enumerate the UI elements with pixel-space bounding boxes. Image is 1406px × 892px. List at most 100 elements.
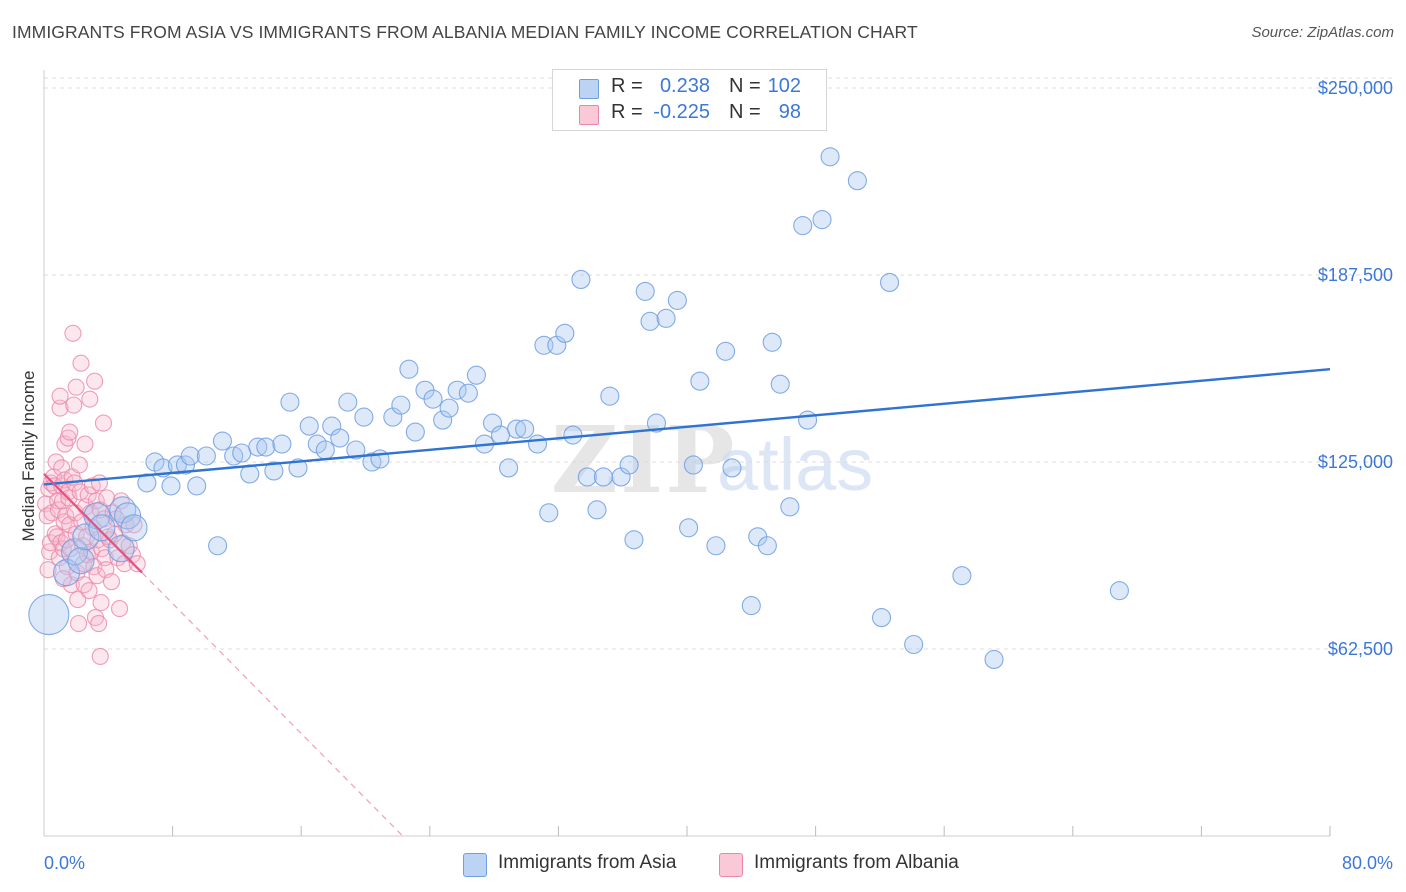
asia-point <box>679 518 699 538</box>
asia-point <box>593 467 613 487</box>
watermark-atlas: atlas <box>717 423 873 506</box>
asia-point <box>563 425 583 445</box>
n-label: N = <box>729 75 761 97</box>
albania-point <box>111 600 129 618</box>
asia-point <box>120 514 148 542</box>
asia-point <box>330 428 350 448</box>
albania-point <box>69 591 87 609</box>
asia-point <box>232 443 252 463</box>
asia-point <box>187 476 207 496</box>
asia-point <box>299 416 319 436</box>
albania-point <box>90 615 108 633</box>
asia-point <box>272 434 292 454</box>
asia-point <box>280 392 300 412</box>
albania-point <box>51 399 69 417</box>
albania-point <box>57 507 75 525</box>
y-tick-label: $187,500 <box>1318 265 1393 285</box>
asia-point <box>757 536 777 556</box>
albania-point <box>91 647 109 666</box>
asia-point <box>984 649 1004 670</box>
asia-point <box>793 216 813 236</box>
series-legend: Immigrants from Asia Immigrants from Alb… <box>0 851 1406 877</box>
asia-point <box>466 365 486 385</box>
albania-point <box>65 396 83 414</box>
asia-point <box>499 458 519 478</box>
asia-point <box>391 395 411 415</box>
asia-point <box>600 386 620 406</box>
asia-point <box>722 458 742 478</box>
asia-point <box>161 476 181 496</box>
asia-point <box>264 461 284 481</box>
asia-point <box>577 467 597 487</box>
watermark: ZIP atlas <box>551 406 873 514</box>
asia-point <box>354 407 374 427</box>
asia-point <box>879 272 900 292</box>
albania-trend-line <box>43 473 143 574</box>
asia-point <box>180 446 200 466</box>
r-label: R = <box>611 75 643 97</box>
asia-point <box>656 308 676 328</box>
albania-point <box>70 615 88 633</box>
albania-point <box>67 378 85 396</box>
y-axis-label: Median Family Income <box>19 370 38 541</box>
asia-point <box>798 410 818 430</box>
asia-point <box>490 425 511 445</box>
asia-point <box>871 608 892 628</box>
asia-point <box>635 281 655 301</box>
asia-point <box>399 359 419 379</box>
albania-point <box>41 543 59 561</box>
asia-point <box>175 455 196 475</box>
n-value: 98 <box>778 101 801 123</box>
asia-point <box>423 389 443 409</box>
albania-point <box>120 537 138 555</box>
source-label: Source: ZipAtlas.com <box>1251 24 1394 41</box>
albania-point <box>80 582 98 600</box>
r-value: -0.225 <box>653 101 710 123</box>
n-label: N = <box>729 101 761 123</box>
asia-series <box>28 147 1129 670</box>
asia-point <box>52 559 81 587</box>
albania-point <box>54 540 72 558</box>
asia-point <box>539 503 559 523</box>
asia-point <box>346 440 366 460</box>
albania-point <box>72 354 90 372</box>
asia-point <box>706 536 726 556</box>
label-layer: $62,500 $125,000 $187,500 $250,000 0.0% 80.0% <box>44 78 1393 873</box>
asia-legend-label: Immigrants from Asia <box>498 852 677 873</box>
asia-point <box>527 434 548 454</box>
albania-point <box>81 390 99 408</box>
asia-point <box>67 547 95 575</box>
asia-point <box>447 380 467 400</box>
asia-point <box>555 323 575 343</box>
asia-point <box>619 455 639 475</box>
asia-point <box>137 473 157 493</box>
grid-layer <box>44 77 1394 650</box>
asia-point <box>780 497 800 517</box>
albania-series <box>37 324 146 666</box>
asia-point <box>646 413 667 433</box>
albania-point <box>59 429 77 447</box>
asia-point <box>683 455 703 475</box>
asia-point <box>88 514 116 542</box>
asia-point <box>107 535 135 563</box>
asia-point <box>1109 581 1129 601</box>
x-tick-label: 0.0% <box>44 853 85 873</box>
asia-point <box>439 398 459 418</box>
asia-point <box>405 422 425 442</box>
correlation-legend: R = 0.238 N = 102 R = -0.225 N = 98 <box>552 69 827 131</box>
albania-point <box>86 372 104 390</box>
asia-point <box>812 210 832 230</box>
asia-point <box>288 458 308 478</box>
albania-point <box>39 561 57 579</box>
asia-point <box>338 392 358 412</box>
asia-point <box>315 440 335 460</box>
r-label: R = <box>611 101 643 123</box>
albania-point <box>90 474 109 492</box>
asia-point <box>256 437 276 457</box>
asia-point <box>624 530 644 550</box>
asia-point <box>248 437 268 457</box>
asia-point <box>847 171 867 191</box>
albania-point <box>88 567 106 585</box>
asia-point <box>690 371 710 391</box>
